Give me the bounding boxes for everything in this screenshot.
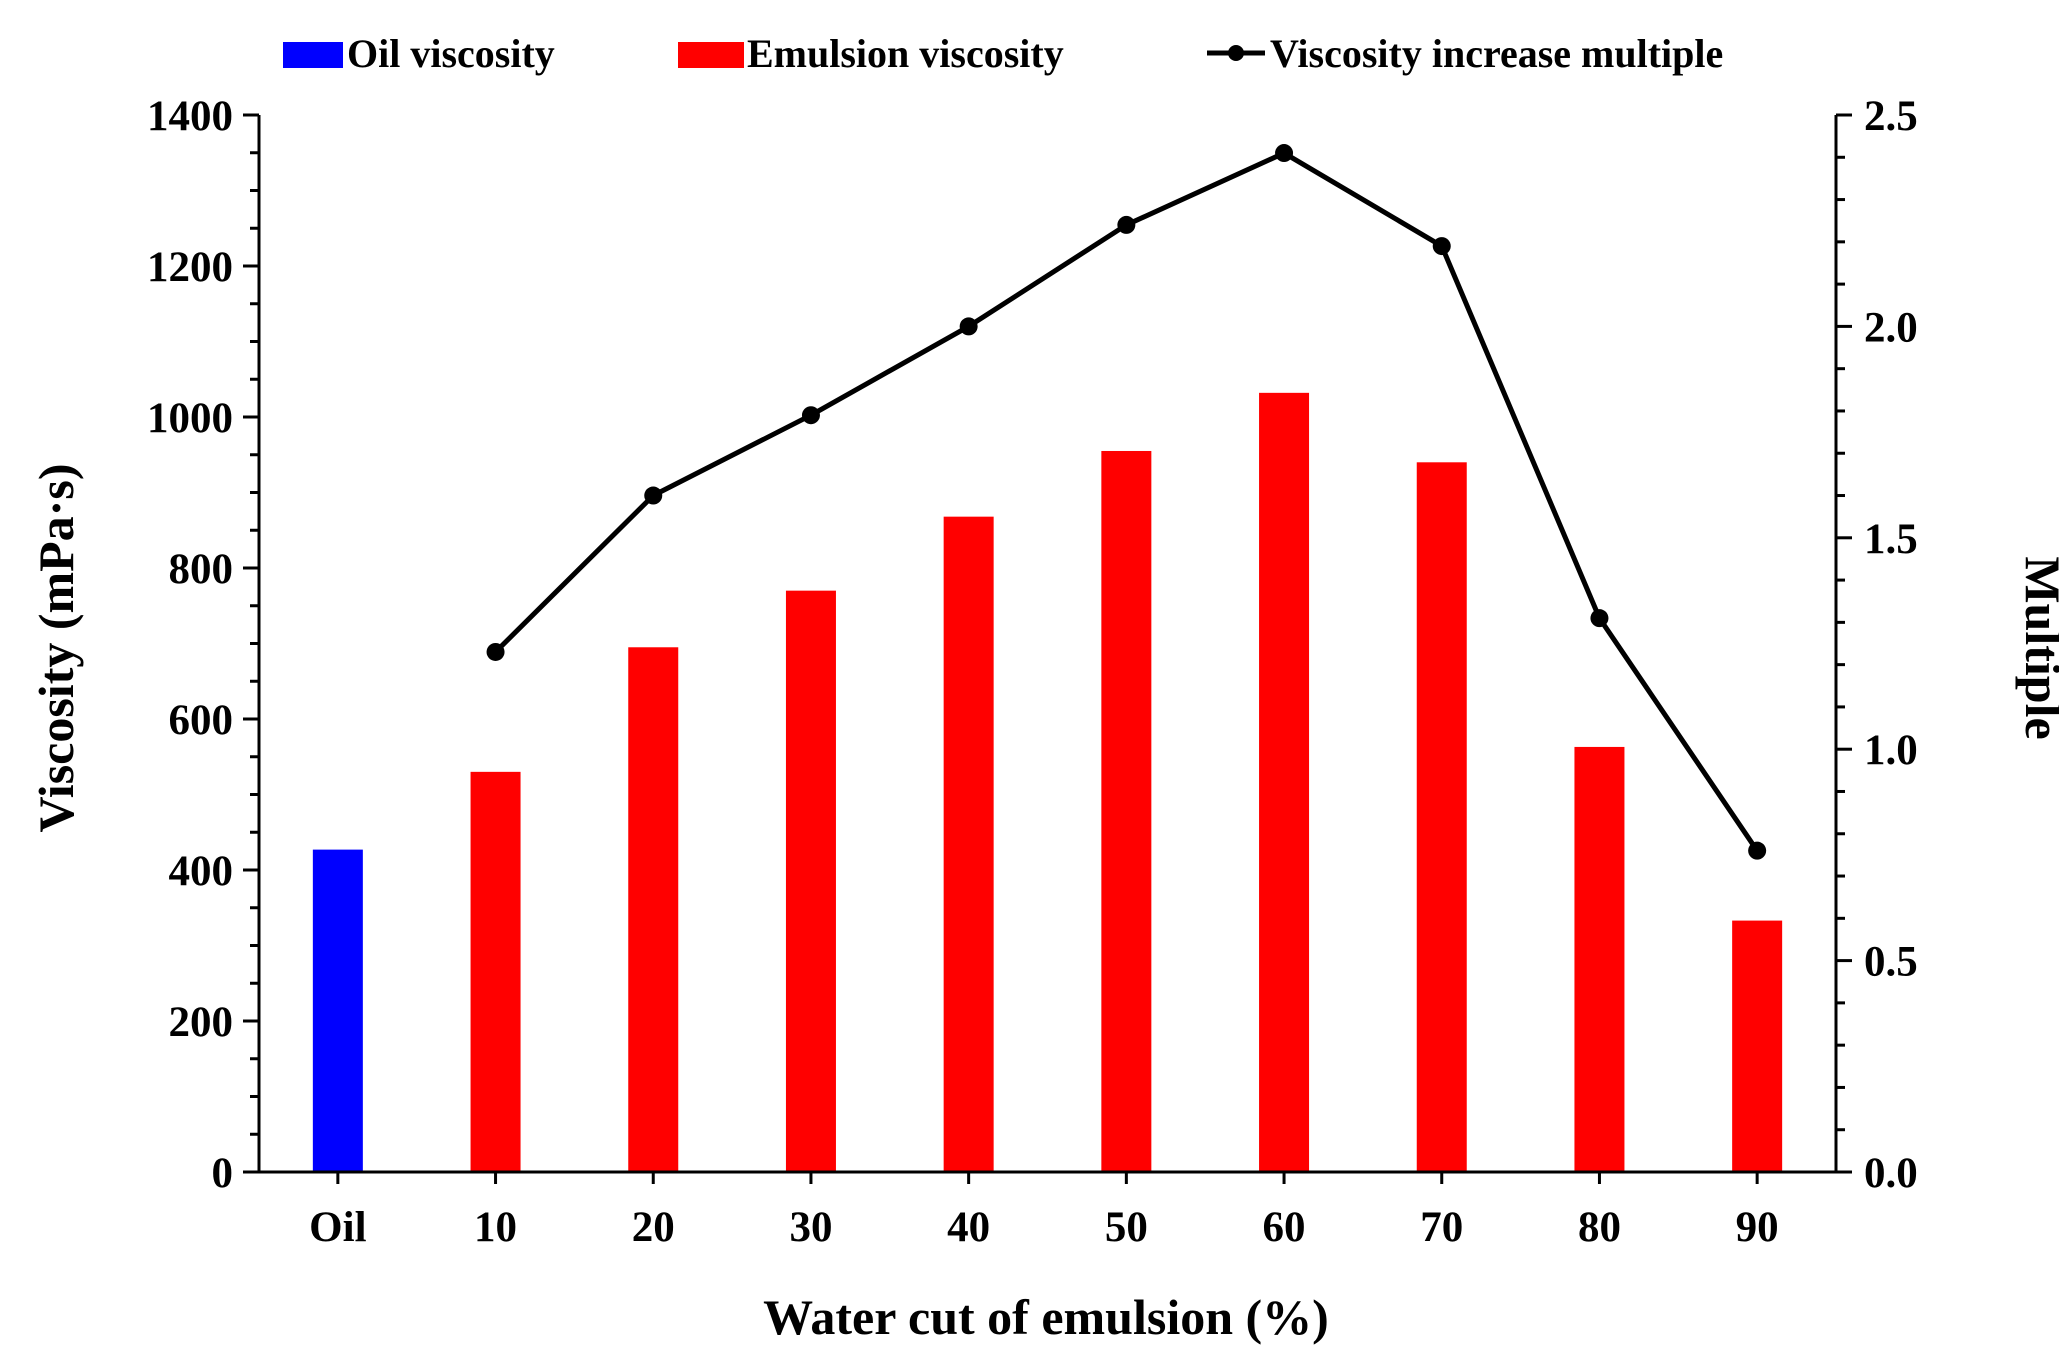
y-tick-label: 1200 — [147, 244, 233, 291]
bar-emulsion-20 — [628, 647, 679, 1172]
bar-emulsion-80 — [1574, 746, 1625, 1172]
line-series — [486, 144, 1767, 860]
bar-emulsion-90 — [1732, 920, 1783, 1172]
x-tick-label-20: 20 — [632, 1204, 675, 1251]
legend-label-oil: Oil viscosity — [347, 31, 555, 76]
y2-tick-label: 2.0 — [1864, 304, 1918, 351]
y-tick-label: 1400 — [147, 93, 233, 140]
y-tick-label: 400 — [169, 848, 234, 895]
y-tick-label: 800 — [169, 546, 234, 593]
legend-label-multiple: Viscosity increase multiple — [1270, 31, 1723, 76]
legend: Oil viscosity Emulsion viscosity Viscosi… — [283, 31, 1723, 76]
y2-tick-label: 0.0 — [1864, 1150, 1918, 1197]
bar-emulsion-10 — [470, 771, 521, 1172]
y2-tick-label: 1.5 — [1864, 516, 1918, 563]
legend-swatch-oil — [283, 42, 343, 68]
bar-series — [312, 392, 1783, 1173]
multiple-point-70 — [1432, 237, 1451, 256]
multiple-point-30 — [801, 406, 820, 425]
x-tick-label-80: 80 — [1578, 1204, 1621, 1251]
multiple-point-50 — [1117, 215, 1136, 234]
y-tick-label: 200 — [169, 999, 234, 1046]
bar-emulsion-60 — [1259, 392, 1310, 1173]
bar-emulsion-50 — [1101, 450, 1152, 1173]
multiple-point-80 — [1590, 609, 1609, 628]
x-axis-title: Water cut of emulsion (%) — [763, 1289, 1329, 1345]
bar-emulsion-40 — [943, 516, 994, 1172]
legend-label-emulsion: Emulsion viscosity — [747, 31, 1064, 76]
y2-tick-label: 1.0 — [1864, 727, 1918, 774]
bar-emulsion-30 — [785, 590, 836, 1172]
multiple-point-40 — [959, 317, 978, 336]
y-tick-label: 600 — [169, 697, 234, 744]
multiple-point-60 — [1275, 144, 1294, 163]
x-tick-label-10: 10 — [474, 1204, 517, 1251]
x-tick-label-40: 40 — [947, 1204, 990, 1251]
y2-axis-title: Multiple — [2015, 556, 2059, 739]
bar-oil-Oil — [312, 849, 363, 1172]
x-tick-label-50: 50 — [1105, 1204, 1148, 1251]
x-tick-label-90: 90 — [1736, 1204, 1779, 1251]
legend-swatch-emulsion — [678, 42, 744, 68]
x-tick-label-70: 70 — [1420, 1204, 1463, 1251]
y-axis-title: Viscosity (mPa·s) — [28, 464, 84, 833]
axes: 0 200 400 600 800 1000 1200 1400 0.0 0.5 1.0 1.5 2.0… — [147, 93, 1918, 1251]
y2-tick-label: 2.5 — [1864, 93, 1918, 140]
bar-emulsion-70 — [1416, 462, 1467, 1172]
y2-tick-label: 0.5 — [1864, 939, 1918, 986]
multiple-point-10 — [486, 642, 505, 661]
x-tick-label-60: 60 — [1263, 1204, 1306, 1251]
multiple-point-90 — [1748, 841, 1767, 860]
x-tick-label-30: 30 — [789, 1204, 832, 1251]
y-tick-label: 1000 — [147, 395, 233, 442]
multiple-point-20 — [644, 486, 663, 505]
legend-swatch-multiple-marker — [1228, 45, 1244, 61]
x-tick-label-Oil: Oil — [309, 1204, 366, 1251]
y-tick-label: 0 — [212, 1150, 234, 1197]
